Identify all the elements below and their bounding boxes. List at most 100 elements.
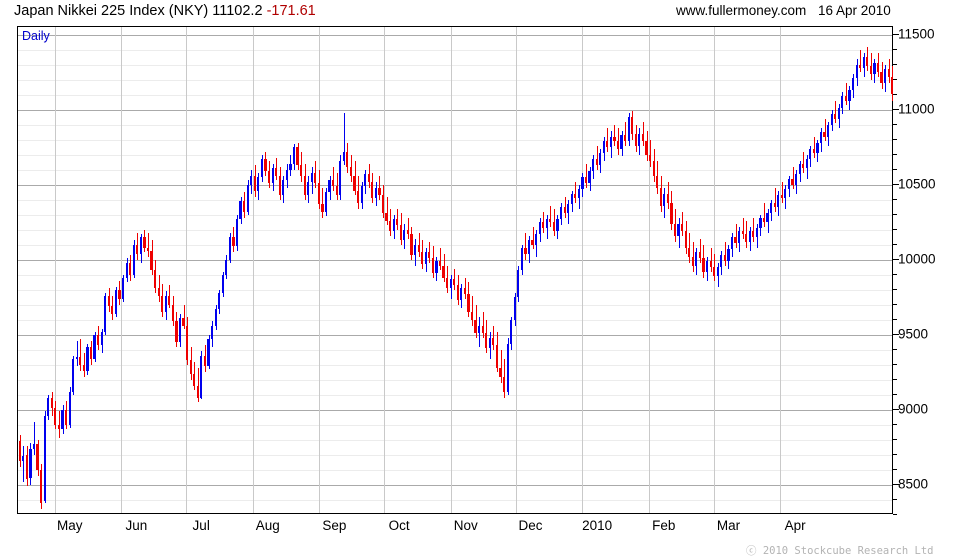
y-axis-tick (893, 514, 897, 515)
candle-body (837, 108, 840, 119)
gridline-major (18, 410, 892, 411)
candle-body (809, 148, 812, 160)
candle-body (82, 364, 85, 371)
candle-body (275, 168, 278, 176)
candle-body (413, 244, 417, 256)
candle-body (186, 325, 189, 361)
candle-body (716, 267, 719, 277)
candle-body (851, 78, 855, 91)
candle-wick (379, 175, 380, 200)
candle-body (478, 325, 481, 334)
candle-wick (714, 253, 715, 281)
candle-body (620, 135, 623, 149)
candle-body (196, 385, 199, 398)
candle-body (435, 261, 438, 274)
gridline-major (18, 485, 892, 486)
candle-wick (59, 411, 60, 439)
candle-body (68, 391, 71, 425)
candle-body (385, 213, 388, 221)
candle-wick (550, 205, 551, 227)
candle-body (702, 258, 705, 272)
candle-body (549, 219, 552, 223)
candle-body (353, 175, 356, 191)
y-axis-label: 9000 (898, 401, 929, 417)
candle-body (289, 163, 292, 170)
candle-body (139, 237, 142, 254)
gridline-vertical (649, 27, 650, 513)
candle-body (125, 262, 128, 278)
candle-body (613, 136, 616, 142)
candle-body (638, 133, 641, 146)
candle-wick (614, 124, 615, 146)
candle-wick (501, 349, 502, 383)
y-axis-tick (893, 499, 897, 500)
candle-body (567, 204, 570, 214)
gridline-minor (18, 230, 892, 231)
candle-wick (650, 139, 651, 167)
candle-body (559, 207, 563, 220)
candle-body (364, 174, 367, 187)
gridline-major (18, 35, 892, 36)
x-axis-label: May (57, 518, 83, 533)
candle-body (535, 234, 538, 245)
candle-body (349, 166, 353, 176)
candle-body (745, 234, 748, 242)
gridline-minor (18, 245, 892, 246)
source-url: www.fullermoney.com (676, 3, 807, 18)
chart-header: Japan Nikkei 225 Index (NKY) 11102.2 -17… (0, 0, 980, 22)
candle-wick (419, 232, 420, 257)
candle-body (880, 72, 883, 83)
candle-body (502, 376, 506, 392)
candle-body (773, 202, 776, 208)
candle-body (866, 57, 869, 67)
candle-body (531, 240, 534, 245)
candle-body (848, 90, 851, 101)
candle-body (460, 288, 463, 301)
candle-wick (693, 241, 694, 272)
candle-body (299, 165, 303, 176)
candle-body (681, 223, 684, 232)
gridline-minor (18, 50, 892, 51)
y-axis-tick (893, 454, 897, 455)
candle-body (253, 175, 256, 191)
candle-body (221, 274, 224, 293)
candle-body (830, 114, 833, 125)
candle-body (424, 252, 427, 265)
candle-body (378, 187, 381, 196)
candle-wick (764, 202, 765, 227)
candle-wick (525, 232, 526, 260)
candle-body (876, 63, 880, 73)
gridline-minor (18, 320, 892, 321)
gridline-minor (18, 140, 892, 141)
candle-body (891, 76, 894, 95)
candle-body (356, 190, 360, 203)
frequency-label: Daily (22, 29, 50, 43)
gridline-vertical (253, 27, 254, 513)
candle-wick (387, 196, 388, 226)
candle-body (150, 250, 153, 271)
candle-body (235, 219, 239, 247)
candle-wick (337, 172, 338, 200)
candle-body (271, 168, 274, 184)
candle-body (492, 337, 495, 346)
candle-body (129, 262, 132, 275)
candle-body (663, 193, 666, 206)
candle-body (841, 96, 844, 109)
price-chart-plot-area: Daily (17, 26, 894, 514)
price-change: -171.61 (266, 3, 316, 19)
candle-body (684, 231, 687, 248)
candle-body (873, 63, 876, 74)
candle-body (574, 193, 577, 199)
candle-body (310, 172, 313, 182)
candle-body (428, 252, 431, 259)
candle-body (47, 397, 50, 416)
candle-body (342, 151, 345, 161)
candle-body (239, 201, 242, 220)
candle-body (812, 148, 815, 154)
y-axis-tick (893, 334, 899, 335)
candle-body (164, 295, 167, 313)
candle-body (367, 174, 370, 182)
candle-body (755, 228, 758, 238)
candle-body (627, 117, 630, 142)
candle-body (656, 175, 659, 188)
